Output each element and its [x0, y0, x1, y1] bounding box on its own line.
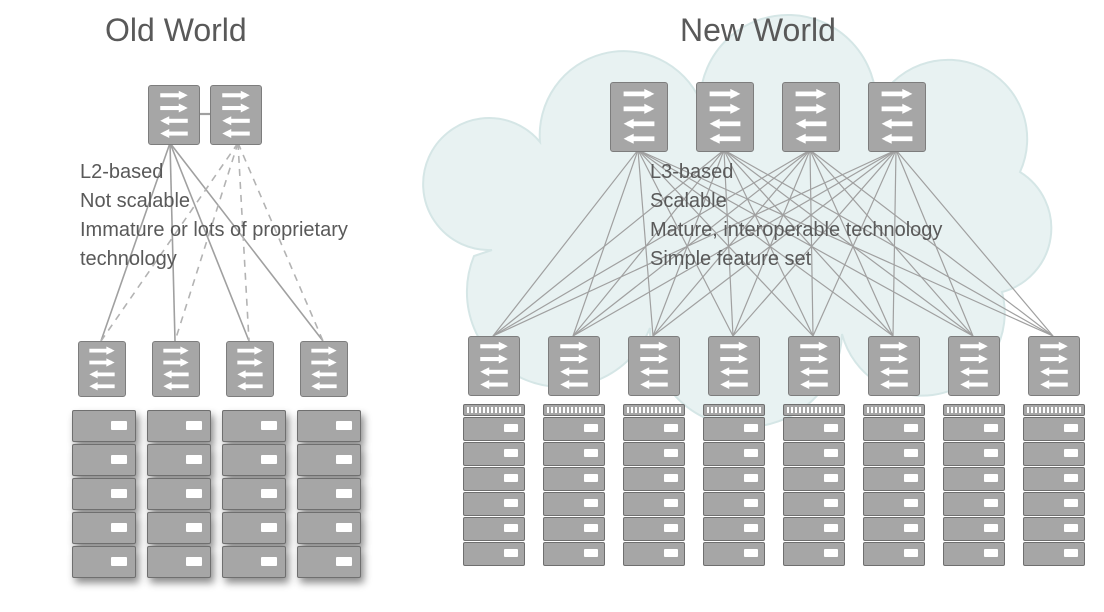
leaf-switch-4: [788, 336, 840, 396]
old-core-switch-1: [210, 85, 262, 145]
leaf-switch-6: [948, 336, 1000, 396]
leaf-switch-2: [628, 336, 680, 396]
server-rack: [463, 404, 525, 567]
old-description: L2-basedNot scalableImmature or lots of …: [80, 158, 348, 274]
old-bullet: Not scalable: [80, 187, 348, 216]
server-rack-old: [147, 410, 211, 580]
old-agg-switch-3: [300, 341, 348, 397]
spine-switch-3: [868, 82, 926, 152]
old-agg-switch-0: [78, 341, 126, 397]
leaf-switch-0: [468, 336, 520, 396]
server-rack-old: [297, 410, 361, 580]
old-agg-switch-1: [152, 341, 200, 397]
server-rack: [943, 404, 1005, 567]
leaf-switch-1: [548, 336, 600, 396]
new-title: New World: [680, 12, 836, 49]
new-description: L3-basedScalableMature, interoperable te…: [650, 158, 942, 274]
leaf-switch-7: [1028, 336, 1080, 396]
leaf-switch-3: [708, 336, 760, 396]
old-bullet: technology: [80, 245, 348, 274]
new-bullet: Scalable: [650, 187, 942, 216]
old-core-switch-0: [148, 85, 200, 145]
old-title: Old World: [105, 12, 247, 49]
spine-switch-1: [696, 82, 754, 152]
old-bullet: L2-based: [80, 158, 348, 187]
server-rack-old: [222, 410, 286, 580]
server-rack: [543, 404, 605, 567]
spine-switch-2: [782, 82, 840, 152]
old-agg-switch-2: [226, 341, 274, 397]
old-bullet: Immature or lots of proprietary: [80, 216, 348, 245]
leaf-switch-5: [868, 336, 920, 396]
new-bullet: L3-based: [650, 158, 942, 187]
server-rack-old: [72, 410, 136, 580]
server-rack: [1023, 404, 1085, 567]
new-bullet: Simple feature set: [650, 245, 942, 274]
server-rack: [623, 404, 685, 567]
spine-switch-0: [610, 82, 668, 152]
server-rack: [863, 404, 925, 567]
server-rack: [703, 404, 765, 567]
new-bullet: Mature, interoperable technology: [650, 216, 942, 245]
server-rack: [783, 404, 845, 567]
